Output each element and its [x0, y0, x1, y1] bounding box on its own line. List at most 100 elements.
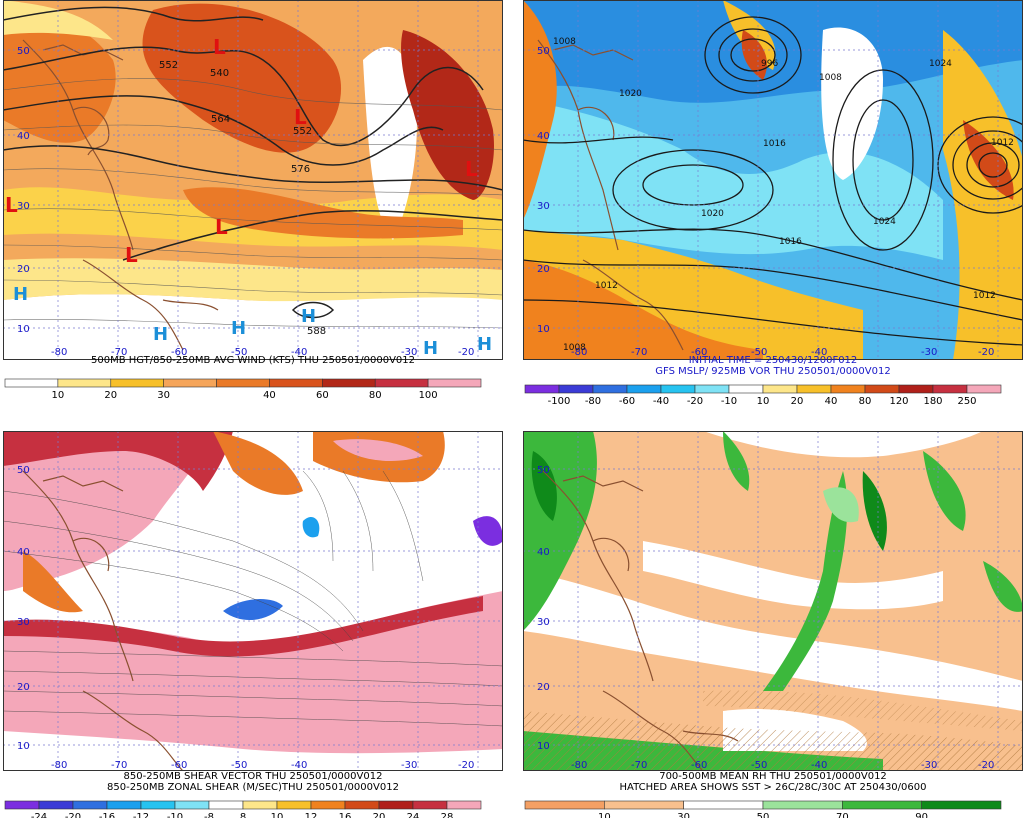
panel-500mb-height-wind: 50 40 30 20 10 -80 -70 -60 -50 -40 -30 -…: [3, 0, 503, 406]
height-contour-label: 552: [293, 126, 312, 137]
colorbar-label: 30: [157, 390, 170, 400]
lat-label: 10: [537, 741, 550, 752]
low-pressure-marker: L: [125, 243, 138, 267]
lon-label: -60: [691, 347, 707, 358]
lon-label: -60: [691, 760, 707, 771]
height-contour-label: 576: [291, 164, 310, 175]
colorbar-swatch: [427, 378, 482, 388]
colorbar-swatch: [208, 800, 244, 810]
height-contour-label: 552: [159, 60, 178, 71]
colorbar-label: 70: [836, 812, 849, 818]
panel-title: 700-500MB MEAN RH THU 250501/0000V012: [659, 771, 887, 782]
colorbar-label: 40: [825, 396, 838, 406]
colorbar-swatch: [242, 800, 278, 810]
lat-label: 30: [17, 201, 30, 212]
colorbar-label: 10: [52, 390, 65, 400]
colorbar-label: 80: [369, 390, 382, 400]
map-mean-rh: 50 40 30 20 10 -80 -70 -60 -50 -40 -30 -…: [523, 431, 1023, 771]
panel-init-time: INITIAL TIME = 250430/1200F012: [688, 355, 858, 366]
lon-label: -30: [401, 760, 417, 771]
isobar-label: 1012: [595, 281, 618, 291]
isobar-label: 1008: [819, 73, 842, 83]
colorbar-label: 90: [915, 812, 928, 818]
lat-label: 10: [17, 324, 30, 335]
isobar-label: 1016: [779, 237, 802, 247]
colorbar-label: -100: [548, 396, 571, 406]
colorbar-swatch: [932, 384, 968, 394]
lon-label: -20: [978, 347, 994, 358]
high-pressure-marker: H: [13, 284, 28, 305]
lon-label: -20: [458, 760, 474, 771]
low-pressure-marker: L: [465, 157, 478, 181]
colorbar-label: 20: [104, 390, 117, 400]
colorbar-swatch: [864, 384, 900, 394]
colorbar-label: 100: [419, 390, 438, 400]
colorbar-swatch: [762, 800, 843, 810]
lon-label: -70: [111, 760, 127, 771]
colorbar-label: -10: [721, 396, 737, 406]
colorbar-swatch: [57, 378, 112, 388]
colorbar-swatch: [762, 384, 798, 394]
panel-title: 500MB HGT/850-250MB AVG WIND (KTS) THU 2…: [90, 355, 416, 366]
colorbar-swatch: [524, 800, 605, 810]
colorbar: -24 -20 -16 -12 -10 -8 8 10 12 16 20 24 28: [4, 800, 482, 818]
low-pressure-marker: L: [213, 35, 226, 59]
isobar-label: 1024: [929, 59, 952, 69]
colorbar-label: 120: [889, 396, 908, 406]
colorbar-swatch: [626, 384, 662, 394]
colorbar-swatch: [921, 800, 1002, 810]
high-pressure-marker: H: [301, 306, 316, 327]
colorbar-label: 20: [791, 396, 804, 406]
lat-label: 10: [537, 324, 550, 335]
colorbar-label: 30: [677, 812, 690, 818]
lon-label: -80: [571, 760, 587, 771]
colorbar-swatch: [38, 800, 74, 810]
panel-zonal-shear: 50 40 30 20 10 -80 -70 -60 -50 -40 -30 -…: [3, 431, 503, 819]
lon-label: -30: [401, 347, 417, 358]
lon-label: -40: [291, 347, 307, 358]
colorbar-label: 8: [240, 812, 246, 818]
colorbar-swatch: [269, 378, 323, 388]
colorbar-label: 60: [316, 390, 329, 400]
lat-label: 20: [17, 264, 30, 275]
isobar-label: 1020: [701, 209, 724, 219]
colorbar-swatch: [412, 800, 448, 810]
lon-label: -40: [291, 760, 307, 771]
colorbar-label: -10: [167, 812, 183, 818]
colorbar-swatch: [446, 800, 482, 810]
high-pressure-marker: H: [231, 318, 246, 339]
isobar-label: 1012: [991, 138, 1014, 148]
lon-label: -20: [458, 347, 474, 358]
colorbar-label: 80: [859, 396, 872, 406]
lon-label: -30: [921, 760, 937, 771]
lat-label: 10: [17, 741, 30, 752]
height-contour-label: 564: [211, 114, 230, 125]
colorbar-swatch: [842, 800, 922, 810]
colorbar-label: 10: [598, 812, 611, 818]
lon-label: -30: [921, 347, 937, 358]
lon-label: -60: [171, 760, 187, 771]
map-500mb-height-wind: 50 40 30 20 10 -80 -70 -60 -50 -40 -30 -…: [3, 0, 503, 360]
colorbar-label: 28: [441, 812, 454, 818]
lat-label: 40: [537, 131, 550, 142]
lat-label: 20: [537, 264, 550, 275]
lon-label: -50: [751, 760, 767, 771]
colorbar-swatch: [728, 384, 764, 394]
colorbar-swatch: [72, 800, 108, 810]
colorbar-swatch: [110, 378, 164, 388]
height-contour-label: 588: [307, 326, 326, 337]
colorbar-label: 16: [339, 812, 352, 818]
isobar-label: 1016: [763, 139, 786, 149]
colorbar-swatch: [344, 800, 380, 810]
colorbar-swatch: [966, 384, 1002, 394]
lat-label: 40: [17, 547, 30, 558]
isobar-label: 1020: [619, 89, 642, 99]
colorbar-swatch: [106, 800, 142, 810]
isobar-label: 1024: [873, 217, 896, 227]
colorbar-swatch: [374, 378, 429, 388]
height-contour-label: 540: [210, 68, 229, 79]
colorbar-label: 180: [923, 396, 942, 406]
lat-label: 50: [537, 46, 550, 57]
colorbar-swatch: [604, 800, 684, 810]
lon-label: -60: [171, 347, 187, 358]
